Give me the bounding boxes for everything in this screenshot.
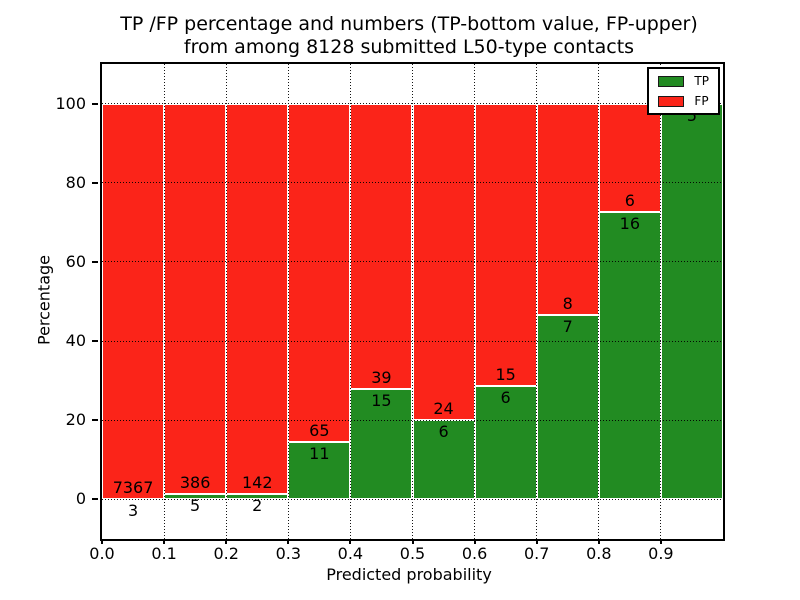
x-tick [659,539,662,544]
y-tick-label: 40 [65,331,86,351]
x-tick [411,539,414,544]
legend-label-tp: TP [694,74,709,88]
gridline-v [225,64,227,539]
gridline-v [598,64,600,539]
bar-label-fp: 142 [241,472,273,492]
gridline-v [287,64,289,539]
bar-label-fp: 24 [433,399,454,419]
x-tick [101,539,103,544]
x-tick-label: 0.6 [461,544,488,563]
bar-label-fp: 7367 [112,478,154,498]
legend-label-fp: FP [694,94,709,108]
bar-segment-tp [536,314,599,500]
x-tick-label: 0.9 [648,544,674,563]
bar-label-tp: 6 [438,422,449,442]
y-tick [92,102,98,105]
legend-item-fp: FP [658,95,709,107]
bar-label-fp: 15 [495,365,516,385]
x-tick [349,539,352,544]
bar-label-tp: 5 [190,496,201,516]
legend-swatch-fp [658,95,685,107]
y-tick-label: 60 [65,251,86,271]
bar-segment-fp [350,103,413,390]
bar-label-fp: 65 [309,421,330,441]
y-tick [92,340,98,343]
bar-segment-tp [226,493,289,500]
x-tick-label: 0.8 [586,544,612,563]
y-tick [92,498,98,501]
bar-label-tp: 6 [500,388,511,408]
bar-label-tp: 15 [371,391,392,411]
bar-segment-fp [474,103,537,387]
bar-label-fp: 6 [624,190,635,210]
bar-segment-tp [412,420,475,500]
y-tick [92,181,98,184]
bar-label-tp: 5 [686,105,698,125]
bar-label-tp: 2 [252,495,263,515]
x-axis-label: Predicted probability [326,565,492,584]
x-tick [287,539,290,544]
x-tick-label: 0.5 [399,544,426,563]
x-tick [473,539,476,544]
bar-segment-tp [350,389,413,500]
gridline-v [660,64,662,539]
bar-segment-fp [102,103,165,500]
bar-segment-tp [288,442,351,500]
x-tick-label: 0.7 [523,544,550,563]
plot-area: TP FP 7367 3 386 5 142 2 65 11 39 15 24 6 15 6 8 7 6 16 5 [100,62,725,541]
bar-label-fp: 8 [562,293,573,313]
bar-label-fp: 39 [371,368,392,388]
bar-segment-fp [288,103,351,443]
bar-label-tp: 16 [619,213,641,233]
gridline-v [474,64,476,539]
bar-segment-fp [598,103,661,212]
gridline-v [536,64,538,539]
x-tick [225,539,228,544]
gridline-v [163,64,165,539]
x-tick-label: 0.2 [213,544,239,563]
legend-swatch-tp [658,75,685,87]
x-tick-label: 0.4 [337,544,364,563]
bar-label-fp: 386 [179,473,211,493]
x-tick-label: 0.1 [151,544,177,563]
x-tick-label: 0.3 [275,544,302,563]
y-tick [92,419,98,422]
x-tick [597,539,600,544]
bar-label-tp: 3 [127,501,139,521]
y-tick-label: 0 [75,489,86,509]
y-tick-label: 100 [55,93,86,113]
bar-segment-tp [598,211,661,500]
y-tick [92,260,98,263]
x-tick [163,539,166,544]
chart-title-line-2: from among 8128 submitted L50-type conta… [183,36,635,58]
bar-segment-tp [660,103,723,500]
bar-segment-fp [226,103,289,494]
y-tick-label: 80 [65,172,86,192]
bar-segment-tp [474,386,537,500]
legend-box: TP FP [647,67,720,115]
x-tick-label: 0.0 [89,544,115,563]
bar-label-tp: 11 [309,444,330,464]
bar-segment-tp [164,494,227,500]
bar-label-tp: 7 [562,316,573,336]
chart-title-line-1: TP /FP percentage and numbers (TP-bottom… [120,13,698,35]
legend-item-tp: TP [658,75,709,87]
gridline-v [349,64,351,539]
y-tick-label: 20 [65,410,86,430]
bar-segment-fp [164,103,227,495]
gridline-v [412,64,413,539]
bar-segment-fp [536,103,599,315]
x-tick [535,539,538,544]
